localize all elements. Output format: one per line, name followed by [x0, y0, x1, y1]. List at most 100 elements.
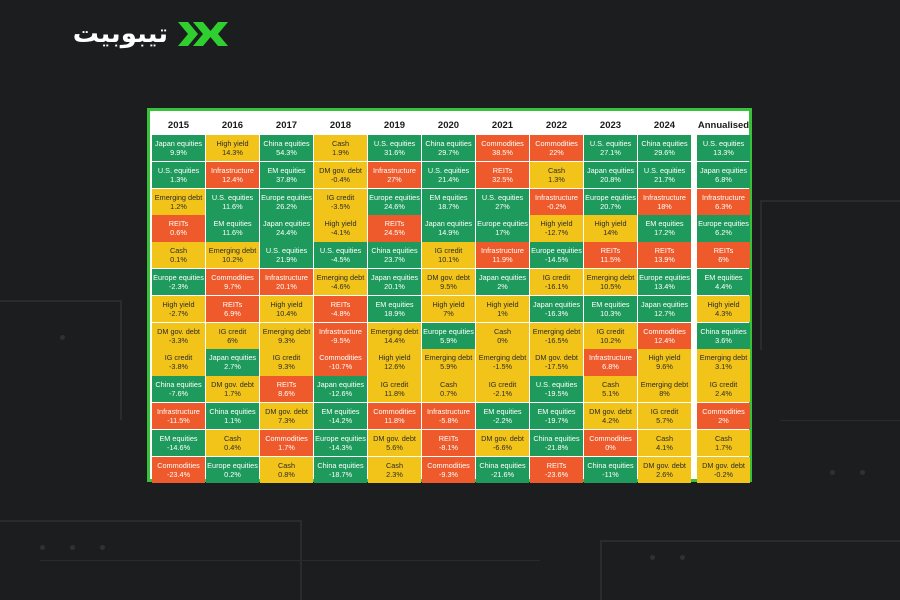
return-value: 0%: [605, 442, 616, 452]
return-value: -4.8%: [330, 308, 351, 318]
table-cell: China equities -21.8%: [530, 429, 583, 456]
table-cell: DM gov. debt 7.3%: [260, 403, 313, 430]
asset-name: High yield: [324, 219, 357, 229]
table-cell: REITs -4.8%: [314, 295, 367, 322]
asset-name: IG credit: [272, 353, 301, 363]
asset-name: EM equities: [321, 407, 360, 417]
table-cell: Commodities 1.7%: [260, 429, 313, 456]
return-value: 17.2%: [654, 228, 675, 238]
asset-name: REITs: [600, 246, 621, 256]
return-value: -0.4%: [330, 174, 351, 184]
table-cell: IG credit -2.1%: [476, 376, 529, 403]
logo: تیبوبیت: [73, 19, 228, 49]
table-cell: Commodities 11.8%: [368, 403, 421, 430]
return-value: -23.6%: [544, 469, 569, 479]
table-cell: DM gov. debt 1.7%: [206, 376, 259, 403]
table-cell: Europe equities -14.5%: [530, 242, 583, 269]
table-cell: Infrastructure -9.5%: [314, 322, 367, 349]
asset-name: Japan equities: [262, 219, 311, 229]
asset-name: Infrastructure: [481, 246, 524, 256]
return-value: 8%: [659, 389, 670, 399]
table-cell: IG credit 6%: [206, 322, 259, 349]
return-value: -4.5%: [330, 255, 351, 265]
asset-name: Infrastructure: [373, 165, 416, 175]
asset-name: China equities: [155, 380, 202, 390]
column-header: 2016: [221, 120, 244, 131]
return-value: -14.3%: [328, 442, 353, 452]
asset-name: EM equities: [704, 273, 743, 283]
table-cell: IG credit 10.1%: [422, 242, 475, 269]
return-value: 11.8%: [384, 389, 405, 399]
table-cell: Japan equities -16.3%: [530, 295, 583, 322]
table-cell: REITs 32.5%: [476, 161, 529, 188]
return-value: 1%: [497, 308, 508, 318]
asset-name: IG credit: [434, 246, 463, 256]
asset-name: Infrastructure: [589, 353, 632, 363]
asset-name: Commodities: [702, 407, 745, 417]
return-value: 6.8%: [715, 174, 732, 184]
asset-name: Commodities: [481, 139, 524, 149]
asset-name: U.S. equities: [373, 139, 416, 149]
return-value: 10.1%: [438, 255, 459, 265]
return-value: -21.6%: [490, 469, 515, 479]
return-value: 14.3%: [222, 148, 243, 158]
return-value: 11.6%: [222, 228, 243, 238]
table-cell: U.S. equities 31.6%: [368, 135, 421, 162]
table-cell: High yield 9.6%: [638, 349, 691, 376]
asset-name: Infrastructure: [211, 165, 254, 175]
table-cell: China equities 1.1%: [206, 403, 259, 430]
table-cell: REITs 6%: [697, 242, 750, 269]
asset-name: Europe equities: [207, 460, 258, 470]
asset-name: DM gov. debt: [589, 407, 632, 417]
table-cell: Europe equities 13.4%: [638, 269, 691, 296]
asset-name: IG credit: [542, 273, 571, 283]
return-value: 24.5%: [384, 228, 405, 238]
table-cell: EM equities -14.2%: [314, 403, 367, 430]
return-value: 13.3%: [713, 148, 734, 158]
asset-name: Japan equities: [154, 139, 203, 149]
asset-name: Infrastructure: [643, 192, 686, 202]
return-value: 1.7%: [278, 442, 295, 452]
background-line: [0, 300, 120, 302]
double-chevron-logo-icon: [178, 22, 228, 46]
table-cell: Commodities -9.3%: [422, 456, 475, 483]
return-value: -0.2%: [713, 469, 734, 479]
return-value: 17%: [495, 228, 510, 238]
return-value: 2%: [497, 282, 508, 292]
asset-name: U.S. equities: [427, 165, 470, 175]
table-cell: EM equities 10.3%: [584, 295, 637, 322]
table-cell: Europe equities 20.7%: [584, 188, 637, 215]
asset-name: IG credit: [488, 380, 517, 390]
table-cell: IG credit 5.7%: [638, 403, 691, 430]
return-value: 18%: [657, 201, 672, 211]
asset-name: IG credit: [709, 380, 738, 390]
return-value: 18.7%: [438, 201, 459, 211]
return-value: -8.1%: [438, 442, 459, 452]
table-cell: DM gov. debt -6.6%: [476, 429, 529, 456]
background-dot: [40, 545, 45, 550]
column-header: Annualised: [697, 120, 750, 131]
asset-name: China equities: [700, 326, 747, 336]
background-dot: [60, 335, 65, 340]
column-header: 2020: [437, 120, 460, 131]
column-header: 2015: [167, 120, 190, 131]
asset-name: Cash: [439, 380, 458, 390]
asset-name: DM gov. debt: [535, 353, 578, 363]
table-cell: REITs 11.5%: [584, 242, 637, 269]
return-value: 11.5%: [600, 255, 621, 265]
asset-name: Commodities: [589, 433, 632, 443]
table-cell: U.S. equities 1.3%: [152, 161, 205, 188]
asset-name: Cash: [601, 380, 620, 390]
asset-name: U.S. equities: [157, 165, 200, 175]
asset-name: High yield: [162, 299, 195, 309]
table-cell: U.S. equities 11.6%: [206, 188, 259, 215]
asset-name: DM gov. debt: [211, 380, 254, 390]
return-value: -4.6%: [330, 282, 351, 292]
asset-name: DM gov. debt: [427, 273, 470, 283]
table-cell: Europe equities 0.2%: [206, 456, 259, 483]
return-value: 2.3%: [386, 469, 403, 479]
table-cell: IG credit 9.3%: [260, 349, 313, 376]
return-value: 5.1%: [602, 389, 619, 399]
asset-name: U.S. equities: [535, 380, 578, 390]
return-value: 7.3%: [278, 416, 295, 426]
